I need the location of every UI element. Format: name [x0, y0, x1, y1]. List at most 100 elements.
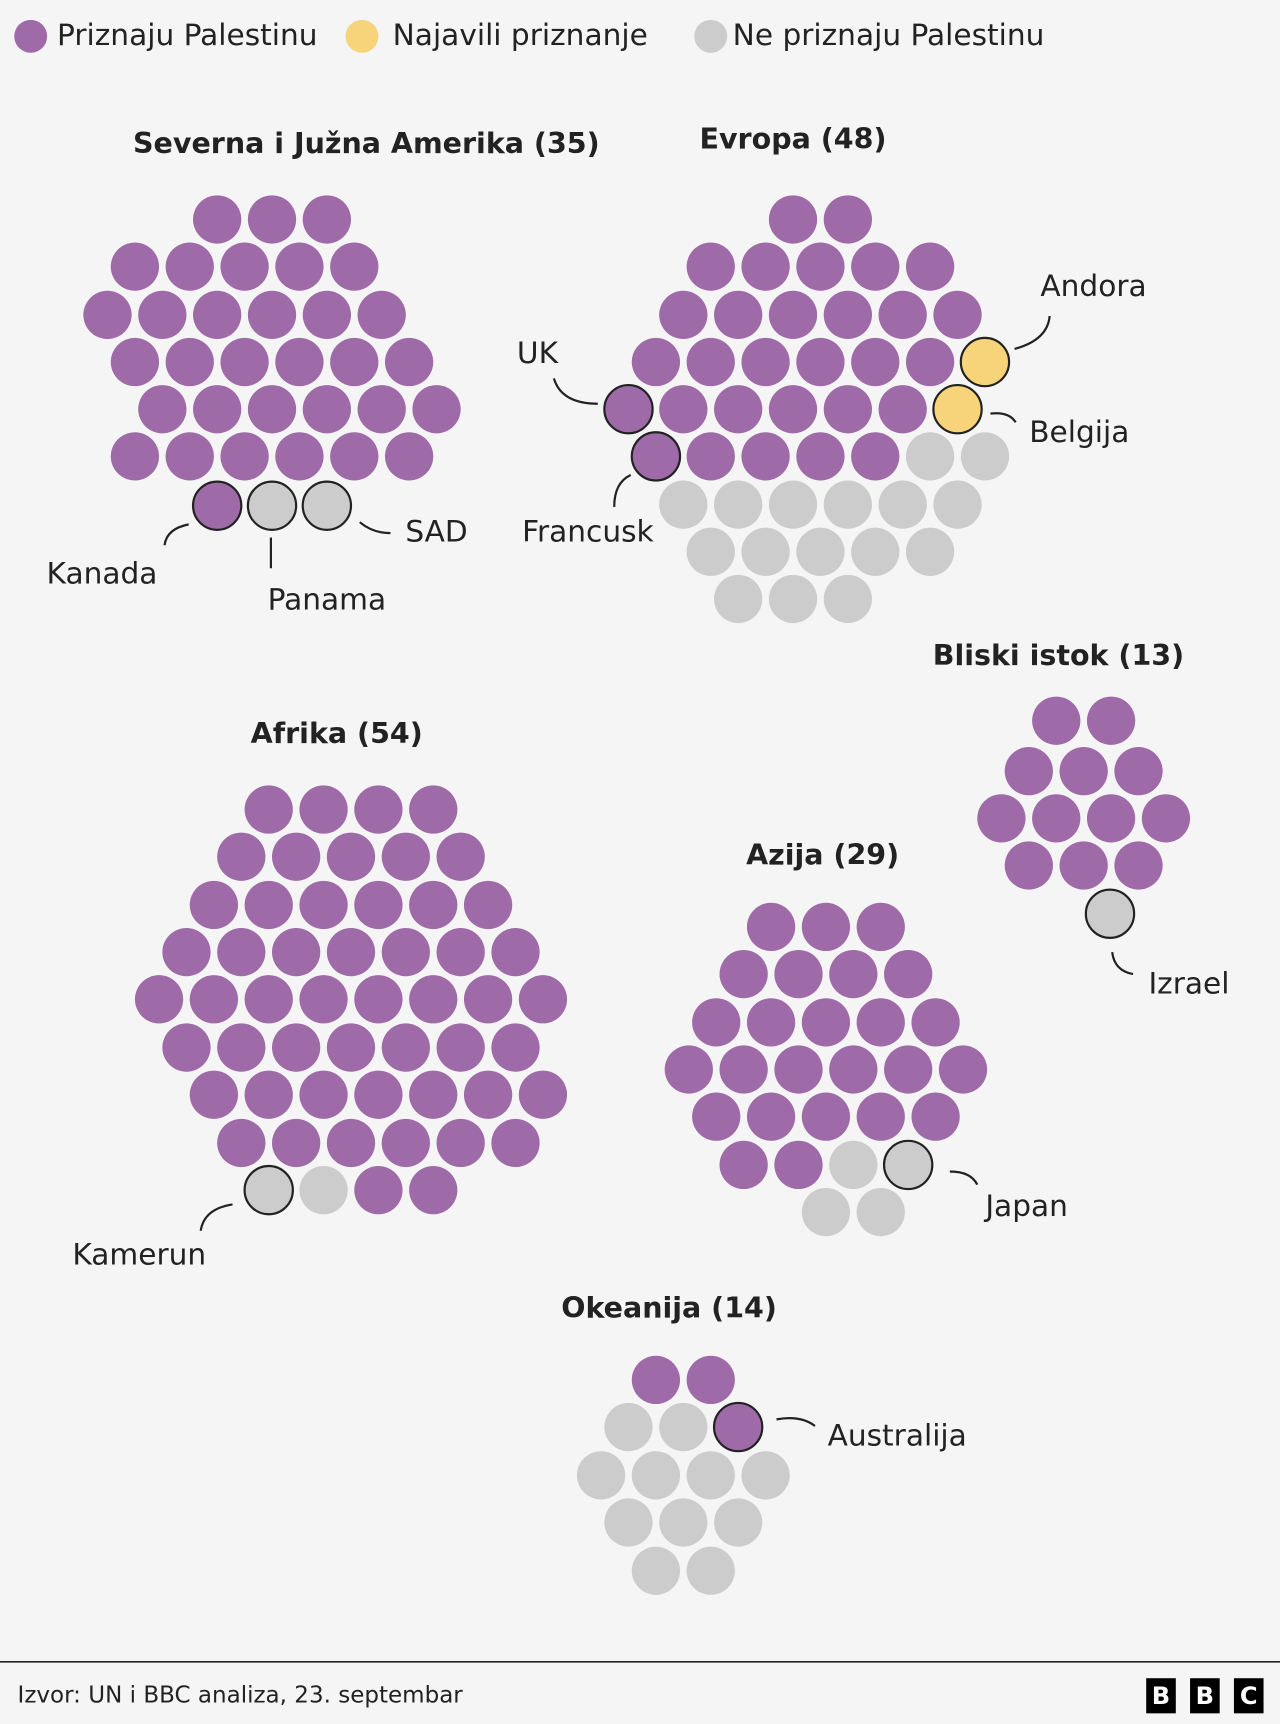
country-dot — [244, 1166, 293, 1215]
country-dot — [244, 785, 293, 834]
country-dot — [463, 975, 513, 1024]
country-dot — [714, 574, 763, 624]
country-dot — [272, 928, 321, 977]
highlight-ring — [630, 431, 682, 482]
country-dot — [244, 975, 293, 1024]
country-dot — [686, 1546, 735, 1595]
country-dot — [110, 337, 160, 387]
country-dot — [746, 1092, 796, 1141]
highlight-ring — [1084, 888, 1136, 939]
country-dot — [134, 975, 184, 1024]
country-dot — [796, 432, 845, 481]
highlight-ring — [959, 336, 1011, 388]
country-dot — [768, 290, 818, 340]
leader-line — [1111, 951, 1134, 976]
country-dot — [491, 1023, 540, 1072]
country-dot — [491, 928, 540, 977]
country-dot — [851, 337, 900, 387]
country-dot — [631, 432, 681, 481]
country-dot — [911, 998, 960, 1047]
country-label: UK — [517, 336, 560, 370]
country-dot — [1004, 841, 1053, 890]
country-dot — [801, 1092, 851, 1141]
country-dot — [719, 1045, 768, 1094]
country-dot — [604, 385, 653, 434]
country-dot — [829, 1140, 878, 1190]
region-title: Evropa (48) — [700, 122, 887, 155]
region-title: Okeanija (14) — [561, 1292, 777, 1325]
country-dot — [83, 290, 132, 340]
leader-line — [199, 1203, 233, 1231]
country-dot — [247, 385, 297, 434]
country-dot — [823, 195, 872, 244]
country-dot — [1114, 841, 1163, 890]
country-dot — [302, 195, 351, 244]
region-title: Azija (29) — [746, 839, 899, 872]
country-dot — [884, 1140, 933, 1190]
leader-line — [359, 521, 391, 535]
country-dot — [381, 1023, 430, 1072]
country-dot — [193, 290, 242, 340]
country-dot — [692, 998, 741, 1047]
country-dot — [851, 242, 900, 291]
legend-label: Najavili priznanje — [393, 18, 648, 52]
highlight-ring — [246, 480, 298, 531]
country-dot — [354, 880, 403, 930]
country-dot — [823, 574, 872, 624]
country-dot — [905, 242, 955, 291]
country-dot — [933, 290, 982, 340]
country-label: Francusk — [522, 515, 654, 549]
country-dot — [933, 480, 982, 529]
country-dot — [326, 1023, 376, 1072]
country-dot — [357, 290, 406, 340]
country-dot — [491, 1118, 540, 1168]
country-dot — [326, 832, 376, 881]
country-dot — [631, 337, 681, 387]
country-dot — [436, 928, 485, 977]
country-dot — [1059, 747, 1108, 796]
country-dot — [326, 928, 376, 977]
country-dot — [330, 432, 379, 481]
country-dot — [220, 432, 269, 481]
country-dot — [905, 432, 955, 481]
country-dot — [384, 432, 434, 481]
highlight-ring — [243, 1164, 294, 1216]
country-dot — [856, 902, 905, 952]
legend-label: Priznaju Palestinu — [57, 18, 318, 52]
logo-letter: C — [1240, 1682, 1258, 1710]
country-dot — [162, 1023, 211, 1072]
country-dot — [938, 1045, 988, 1094]
country-dot — [801, 902, 851, 952]
country-dot — [354, 785, 403, 834]
country-dot — [741, 527, 790, 576]
country-dot — [518, 975, 568, 1024]
country-dot — [960, 432, 1010, 481]
leader-line — [613, 474, 632, 507]
legend-swatch — [345, 19, 379, 53]
country-dot — [823, 290, 872, 340]
country-dot — [878, 480, 927, 529]
country-dot — [409, 1166, 458, 1215]
country-dot — [905, 337, 955, 387]
country-dot — [829, 949, 878, 999]
country-dot — [220, 242, 269, 291]
country-dot — [719, 1140, 768, 1190]
country-dot — [330, 242, 379, 291]
country-dot — [1085, 889, 1135, 938]
country-dot — [189, 1070, 239, 1119]
country-dot — [162, 928, 211, 977]
country-dot — [686, 242, 735, 291]
country-dot — [856, 1187, 905, 1237]
country-dot — [302, 481, 351, 530]
country-label: Izrael — [1148, 967, 1229, 1001]
country-dot — [193, 385, 242, 434]
leader-line — [552, 378, 598, 405]
country-dot — [774, 949, 823, 999]
country-dot — [664, 1045, 713, 1094]
highlight-ring — [882, 1139, 934, 1191]
country-dot — [796, 337, 845, 387]
country-dot — [714, 290, 763, 340]
country-dot — [165, 242, 214, 291]
country-dot — [796, 527, 845, 576]
